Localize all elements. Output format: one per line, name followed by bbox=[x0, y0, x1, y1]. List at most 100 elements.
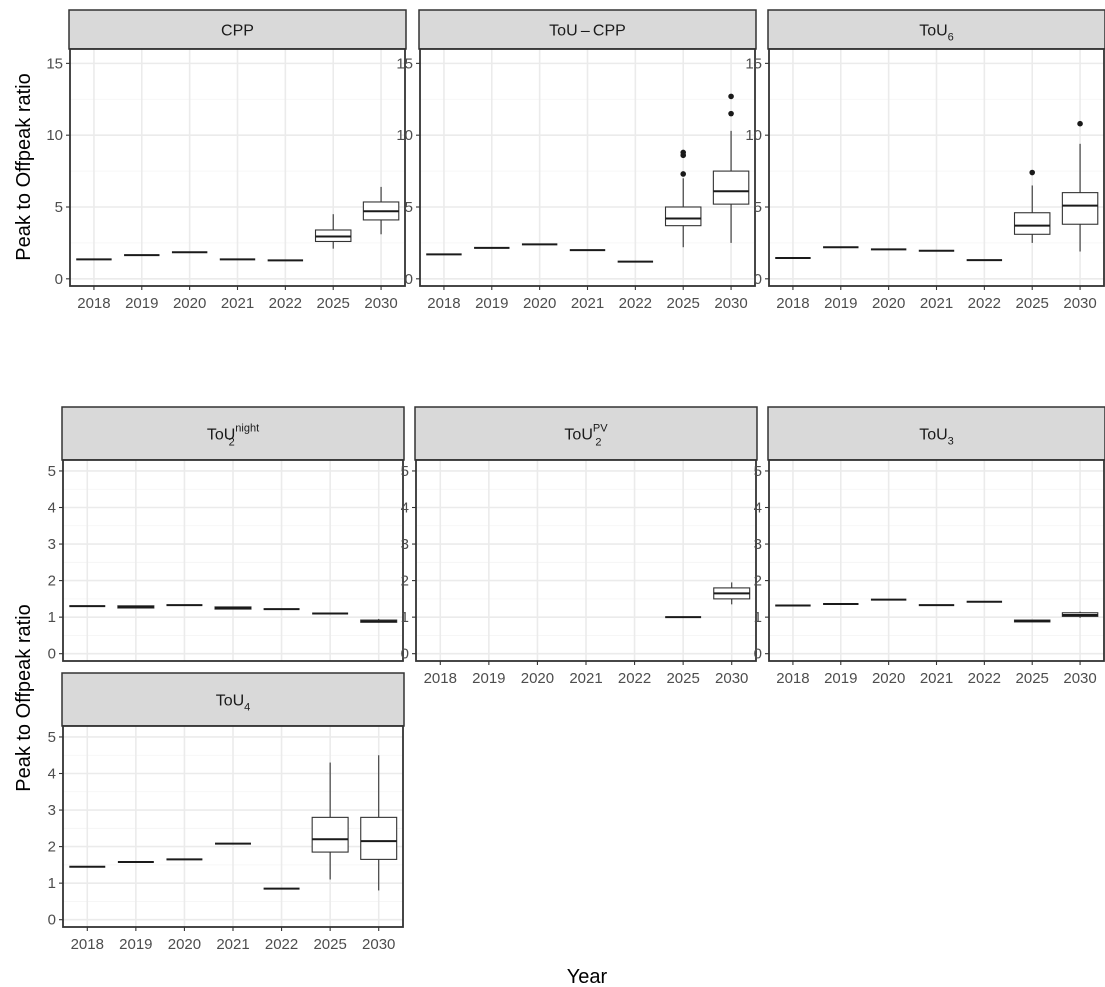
x-tick-label: 2019 bbox=[119, 936, 152, 953]
strip-label-ToU2PV: ToUPV 2 bbox=[564, 423, 608, 449]
y-tick-label: 0 bbox=[754, 646, 762, 663]
outlier-point bbox=[1077, 120, 1083, 127]
x-tick-label: 2030 bbox=[714, 295, 747, 312]
x-tick-label: 2025 bbox=[313, 936, 346, 953]
x-tick-label: 2019 bbox=[125, 295, 158, 312]
x-tick-label: 2020 bbox=[523, 295, 556, 312]
x-tick-label: 2022 bbox=[265, 936, 298, 953]
y-tick-label: 0 bbox=[405, 271, 413, 288]
panel-border bbox=[62, 459, 404, 662]
x-tick-label: 2021 bbox=[571, 295, 604, 312]
strip-label-sub: 4 bbox=[244, 702, 250, 714]
x-tick-label: 2021 bbox=[216, 936, 249, 953]
box-2030 bbox=[712, 93, 750, 243]
y-tick-label: 0 bbox=[55, 271, 63, 288]
panel-CPP: CPP 0 5 10 15 2018 2019 2020 2021 2022 2025 2030 bbox=[46, 9, 407, 312]
x-tick-label: 2021 bbox=[920, 295, 953, 312]
y-tick-label: 1 bbox=[401, 609, 409, 626]
strip-label-main: CPP bbox=[221, 23, 254, 40]
y-tick-label: 3 bbox=[754, 536, 762, 553]
y-tick-label: 10 bbox=[745, 127, 762, 144]
box-2025 bbox=[664, 149, 702, 248]
y-tick-label: 5 bbox=[55, 199, 63, 216]
outlier-point bbox=[680, 149, 687, 156]
iqr-box bbox=[360, 816, 398, 860]
box-2025 bbox=[311, 762, 349, 880]
box-2030 bbox=[360, 618, 398, 623]
strip-label-CPP: CPP bbox=[221, 23, 254, 40]
x-tick-label: 2022 bbox=[619, 295, 652, 312]
x-tick-label: 2020 bbox=[872, 670, 905, 687]
y-tick-label: 4 bbox=[401, 500, 409, 517]
outlier-point bbox=[728, 110, 734, 117]
strip-label-sup: PV bbox=[593, 423, 608, 435]
x-tick-label: 2025 bbox=[317, 295, 350, 312]
strip-label-main: ToU bbox=[919, 427, 947, 444]
strip-ToU2PV bbox=[414, 406, 758, 461]
box-2025 bbox=[1013, 169, 1051, 243]
y-tick-label: 0 bbox=[48, 646, 56, 663]
strip-label-ToU-CPP: ToU – CPP bbox=[549, 23, 626, 40]
y-tick-label: 10 bbox=[46, 127, 63, 144]
x-tick-label: 2019 bbox=[472, 670, 505, 687]
gridlines bbox=[63, 460, 403, 661]
outlier-point bbox=[680, 171, 687, 177]
x-tick-label: 2021 bbox=[221, 295, 254, 312]
y-tick-label: 1 bbox=[754, 609, 762, 626]
x-axis-title: Year bbox=[567, 966, 608, 987]
y-tick-label: 15 bbox=[396, 55, 413, 72]
box-2030 bbox=[360, 755, 398, 891]
x-tick-label: 2019 bbox=[475, 295, 508, 312]
x-tick-label: 2022 bbox=[618, 670, 651, 687]
iqr-box bbox=[1061, 192, 1099, 225]
box-2030 bbox=[1061, 120, 1099, 252]
x-tick-label: 2025 bbox=[666, 670, 699, 687]
x-tick-label: 2030 bbox=[1063, 670, 1096, 687]
strip-ToU-CPP bbox=[418, 9, 757, 50]
y-axis-title-bottom: Peak to Offpeak ratio bbox=[13, 604, 35, 792]
x-tick-label: 2022 bbox=[269, 295, 302, 312]
panel-ToU2PV: ToUPV 2 0 1 2 3 4 5 2018 2019 2020 2021 2022 2025 2030 bbox=[401, 406, 758, 687]
strip-label-main: ToU – CPP bbox=[549, 23, 626, 40]
iqr-box bbox=[712, 170, 750, 205]
y-axis-title-top: Peak to Offpeak ratio bbox=[13, 73, 35, 261]
x-tick-label: 2020 bbox=[173, 295, 206, 312]
x-tick-label: 2021 bbox=[569, 670, 602, 687]
box-2030 bbox=[362, 186, 400, 235]
y-tick-label: 15 bbox=[745, 55, 762, 72]
outlier-point bbox=[1029, 169, 1036, 176]
strip-label-sub: 2 bbox=[595, 437, 601, 449]
y-tick-label: 0 bbox=[48, 912, 56, 929]
iqr-box bbox=[311, 816, 349, 853]
x-tick-label: 2018 bbox=[776, 295, 809, 312]
x-tick-label: 2025 bbox=[1016, 670, 1049, 687]
strip-CPP bbox=[68, 9, 407, 50]
x-tick-label: 2018 bbox=[776, 670, 809, 687]
gridlines bbox=[769, 460, 1104, 661]
box-2030 bbox=[1061, 611, 1099, 618]
y-tick-label: 5 bbox=[754, 199, 762, 216]
y-tick-label: 5 bbox=[405, 199, 413, 216]
gridlines bbox=[416, 460, 756, 661]
y-tick-label: 1 bbox=[48, 875, 56, 892]
y-tick-label: 3 bbox=[401, 536, 409, 553]
y-tick-label: 1 bbox=[48, 609, 56, 626]
x-tick-label: 2030 bbox=[715, 670, 748, 687]
x-tick-label: 2022 bbox=[968, 295, 1001, 312]
panel-ToU6: ToU6 0 5 10 15 2018 2019 2020 2021 2022 2025 2030 bbox=[745, 9, 1105, 312]
y-tick-label: 5 bbox=[754, 463, 762, 480]
x-tick-label: 2018 bbox=[77, 295, 110, 312]
y-tick-label: 2 bbox=[48, 839, 56, 856]
gridlines bbox=[70, 49, 405, 286]
x-tick-label: 2020 bbox=[168, 936, 201, 953]
y-tick-label: 0 bbox=[401, 646, 409, 663]
panel-ToU-CPP: ToU – CPP 0 5 10 15 2018 2019 2020 2021 2022 2025 2… bbox=[396, 9, 757, 312]
y-tick-label: 10 bbox=[396, 127, 413, 144]
strip-label-main: ToU bbox=[564, 427, 592, 444]
strip-label-sub: 3 bbox=[948, 436, 954, 448]
y-tick-label: 4 bbox=[48, 500, 56, 517]
